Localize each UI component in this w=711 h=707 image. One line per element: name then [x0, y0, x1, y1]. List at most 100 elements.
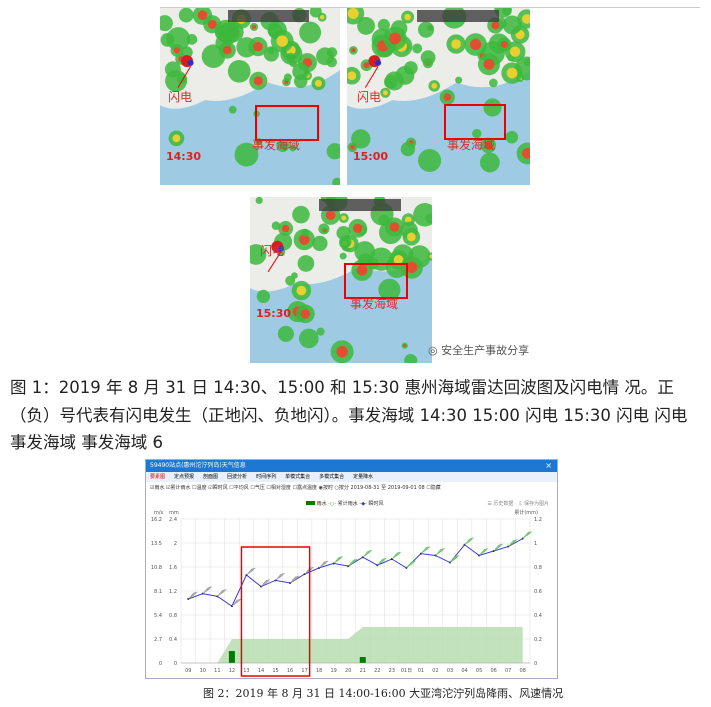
x-tick-label: 19: [331, 668, 337, 674]
left-axis-1-tick: 8.1: [154, 589, 162, 595]
left-axis-2-tick: 0: [174, 661, 177, 667]
wind-barb: [289, 575, 300, 584]
watermark: ◎ 安全生产事故分享: [428, 344, 530, 357]
x-tick-label: 03: [447, 668, 453, 674]
legend-wind: 瞬时风: [368, 501, 384, 507]
tab-7[interactable]: 定量降水: [353, 474, 374, 480]
right-axis-label: 累计(mm): [514, 509, 538, 516]
x-tick-label: 21: [360, 668, 366, 674]
radar-map-1530: 闪电 事发海域 15:30: [250, 197, 432, 363]
left-axis-2-tick: 1.2: [169, 589, 177, 595]
incident-area-label: 事发海域: [252, 138, 301, 152]
radar-echo-image: [160, 8, 340, 185]
right-axis-tick: 1: [534, 541, 537, 547]
x-tick-label: 08: [520, 668, 526, 674]
figure-2-caption: 图 2：2019 年 8 月 31 日 14:00-16:00 大亚湾沱泞列岛降…: [203, 687, 564, 700]
incident-area-box: [344, 263, 408, 299]
wind-barb: [318, 560, 329, 569]
x-tick-label: 09: [185, 668, 191, 674]
wind-barb: [275, 572, 286, 581]
wind-barb: [217, 588, 228, 597]
x-tick-label: 18: [316, 668, 322, 674]
time-label: 15:00: [353, 150, 389, 163]
x-tick-label: 13: [243, 668, 249, 674]
left-axis-2-tick: 0.8: [169, 613, 177, 619]
wind-barb: [478, 547, 489, 556]
tab-4[interactable]: 时间序列: [256, 474, 277, 480]
window-title-bar: 59490站点(惠州沱泞列岛)天气信息 ×: [146, 460, 557, 472]
tab-6[interactable]: 多模式集合: [319, 474, 345, 480]
lightning-label: 闪电: [357, 90, 382, 104]
options-row[interactable]: ☑雨水 ☑累计雨水 ☐温度 ☑瞬时风 ☐平均风 ☐气压 ☐相对湿度 ☐露点温度 …: [150, 485, 441, 491]
radar-map-1500: 闪电事发海域 15:00: [347, 8, 530, 185]
cum-legend-swatch: -○-: [328, 501, 337, 507]
wind-barb: [493, 543, 504, 552]
x-tick-label: 10: [200, 668, 206, 674]
radar-echo-image: [250, 197, 432, 363]
lightning-label: 闪电: [168, 90, 193, 104]
x-tick-label: 07: [505, 668, 511, 674]
x-tick-label: 11: [214, 668, 220, 674]
rain-legend-swatch: [306, 501, 315, 505]
rain-bar: [359, 657, 366, 663]
save-image-button[interactable]: 保存为图片: [523, 501, 549, 507]
x-tick-label: 17: [301, 668, 307, 674]
figure-1-caption-paragraph: 图 1：2019 年 8 月 31 日 14:30、15:00 和 15:30 …: [10, 378, 688, 452]
right-axis-tick: 0.4: [534, 613, 542, 619]
left-axis-2-tick: 2: [174, 541, 177, 547]
left-axis-1-tick: 16.2: [151, 517, 162, 523]
x-tick-label: 14: [258, 668, 264, 674]
right-axis-tick: 0.2: [534, 637, 542, 643]
wind-barb: [435, 547, 446, 556]
left-axis-1-tick: 0: [159, 661, 162, 667]
close-icon[interactable]: ×: [545, 461, 552, 470]
incident-area-box: [444, 104, 506, 140]
chart-tools: ☰ 历史数据 ⇩ 保存为图片: [487, 501, 549, 507]
left-axis-1-tick: 10.8: [151, 565, 162, 571]
map-legend: [319, 199, 402, 211]
wind-barb: [464, 537, 475, 545]
x-tick-label: 22: [374, 668, 380, 674]
incident-area-box: [255, 105, 319, 141]
wind-barb: [406, 560, 417, 569]
wind-barb: [522, 531, 533, 539]
rain-bar: [228, 651, 235, 663]
weather-info-window: 59490站点(惠州沱泞列岛)天气信息 × 要素图 定点预报 剖面图 回波分析 时间序列 单…: [145, 459, 558, 679]
left-axis-2-label: mm: [169, 510, 179, 516]
wind-barb: [260, 579, 271, 587]
weather-chart: 0 0 0 2.7 0.4 0.2 5.4 0.8 0.4 8.1 1.2 0.6 10.8 1.6 0.8…: [151, 509, 542, 677]
x-tick-label: 06: [490, 668, 496, 674]
x-tick-label: 01: [418, 668, 424, 674]
tab-3[interactable]: 回波分析: [227, 474, 248, 480]
map-legend: [416, 10, 499, 22]
wind-legend-swatch: -◆-: [359, 501, 367, 507]
chart-legend: 雨水 -○- 累计雨水 -◆- 瞬时风: [306, 500, 383, 507]
window-title: 59490站点(惠州沱泞列岛)天气信息: [150, 462, 246, 469]
radar-map-1430: 闪电事发海域 14:30: [160, 8, 340, 185]
lightning-label: 闪电: [260, 244, 285, 258]
wind-line: [188, 538, 523, 607]
right-axis-tick: 0.6: [534, 589, 542, 595]
right-axis-tick: 0.8: [534, 565, 542, 571]
divider: [160, 7, 700, 8]
time-label: 14:30: [166, 150, 202, 163]
left-axis-1-tick: 2.7: [154, 637, 162, 643]
highlight-box: [240, 546, 311, 677]
tab-0[interactable]: 要素图: [150, 474, 166, 480]
wind-barb: [188, 591, 199, 600]
incident-area-label: 事发海域: [447, 138, 496, 152]
right-axis-tick: 0: [534, 661, 537, 667]
tab-5[interactable]: 单模式集合: [285, 474, 311, 480]
wind-barb: [348, 558, 359, 567]
x-tick-label: 20: [345, 668, 351, 674]
history-data-button[interactable]: 历史数据: [493, 501, 514, 507]
tab-2[interactable]: 剖面图: [203, 474, 219, 480]
left-axis-2-tick: 2.4: [169, 517, 177, 523]
x-tick-label: 02: [432, 668, 438, 674]
right-axis-tick: 1.2: [534, 517, 542, 523]
tab-1[interactable]: 定点预报: [174, 474, 195, 480]
wind-barb: [333, 555, 344, 564]
incident-area-label: 事发海域: [350, 297, 399, 311]
x-tick-label: 04: [461, 668, 467, 674]
x-tick-label: 23: [389, 668, 395, 674]
